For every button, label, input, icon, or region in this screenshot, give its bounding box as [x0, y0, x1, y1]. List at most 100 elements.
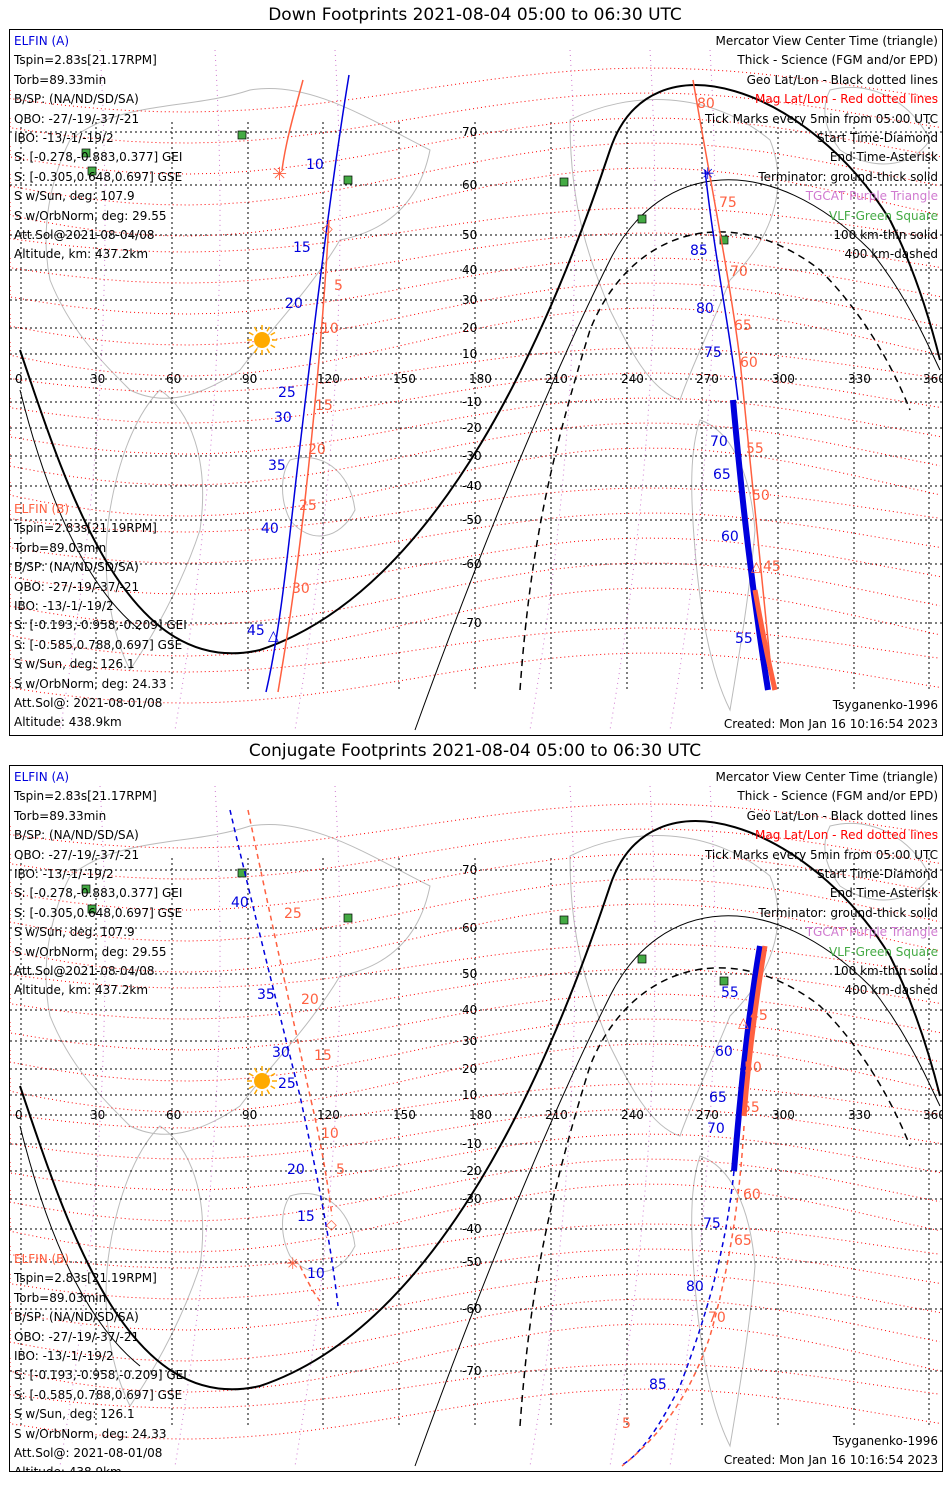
center-time-triangle: △	[268, 628, 279, 644]
vlf-station-marker	[559, 177, 569, 187]
lon-label: 360	[923, 1108, 942, 1122]
info-line: OBO: -27/-19/-37/-21	[14, 1329, 140, 1344]
lon-label: 90	[242, 1108, 257, 1122]
elfin-a-track	[704, 169, 739, 401]
created-label: Created: Mon Jan 16 10:16:54 2023	[723, 1453, 938, 1467]
info-line: Altitude: 438.9km	[14, 715, 122, 730]
sun-ray	[248, 1072, 254, 1077]
mag-lat-line	[10, 1223, 941, 1269]
terminator-ground	[19, 820, 941, 1391]
mag-lat-line	[10, 828, 941, 880]
info-line: Torb=89.03min	[14, 1290, 107, 1305]
map-canvas-conjugate: 0 30 60 90 120 150 180 210 240 270 300 330 360 70 60 50…	[10, 785, 942, 1467]
info-line: Att.Sol@: 2021-08-01/08	[14, 695, 163, 710]
mag-lat-line	[10, 587, 941, 657]
info-line: OBO: -27/-19/-37/-21	[14, 111, 140, 126]
elfin-b-track	[621, 1125, 745, 1467]
coastline	[691, 419, 756, 712]
legend-item: VLF-Green Square	[829, 944, 938, 959]
mag-lat-line	[10, 92, 941, 144]
lon-label: 150	[393, 372, 416, 386]
panel-title-conjugate: Conjugate Footprints 2021-08-04 05:00 to…	[248, 741, 702, 761]
legend-item: Geo Lat/Lon - Black dotted lines	[746, 72, 938, 87]
info-line: Altitude: 438.9km	[14, 1463, 187, 1471]
lat-label: 50	[462, 967, 477, 981]
lon-label: 210	[545, 1108, 568, 1122]
elfin-b-tick-label: 15	[314, 1048, 332, 1064]
legend: Mercator View Center Time (triangle) Thic…	[705, 768, 938, 1001]
coastline	[105, 389, 204, 671]
mag-lat-line	[10, 627, 941, 673]
mag-lat-line	[10, 512, 941, 564]
elfin-b-tick-label: 20	[301, 992, 319, 1008]
elfin-b-tick-label: 25	[299, 498, 317, 514]
info-line: S w/OrbNorm, deg: 24.33	[14, 676, 167, 691]
info-line: B/SP: (NA/ND/SD/SA)	[14, 828, 139, 843]
lat-label: 20	[462, 1062, 477, 1076]
lon-label: 180	[469, 372, 492, 386]
vlf-station-marker	[719, 235, 729, 245]
elfin-a-label: ELFIN (A)	[14, 770, 70, 784]
vlf-station-marker	[637, 954, 647, 964]
info-line: S w/OrbNorm, deg: 29.55	[14, 944, 167, 959]
elfin-a-tick-label: 80	[696, 301, 714, 317]
elfin-a-tick-label: 60	[715, 1044, 733, 1060]
mag-lon-line	[529, 49, 576, 731]
coastline	[45, 824, 431, 1135]
mag-lat-line	[10, 347, 941, 393]
lat-label: -60	[462, 1302, 482, 1316]
elfin-a-track	[229, 809, 339, 1307]
legend-item: Terminator: ground-thick solid	[758, 169, 938, 184]
mag-lat-line	[10, 307, 941, 377]
end-time-asterisk: ✳	[272, 164, 287, 185]
elfin-a-tick-label: 65	[713, 467, 731, 483]
center-time-triangle: △	[738, 1015, 749, 1031]
mag-lat-line	[10, 487, 941, 533]
elfin-b-tick-label: 45	[763, 559, 781, 575]
lat-label: -70	[462, 1364, 482, 1378]
vlf-station-marker	[87, 904, 97, 914]
info-line: Torb=89.33min	[14, 72, 107, 87]
legend-item: Tick Marks every 5min from 05:00 UTC	[704, 111, 938, 126]
elfin-b-tick-label: 10	[321, 1126, 339, 1142]
lat-label: -60	[462, 557, 482, 571]
lat-label: 70	[462, 863, 477, 877]
created-label: Created: Mon Jan 16 10:16:54 2023	[723, 717, 938, 731]
legend-item: VLF-Green Square	[829, 208, 938, 223]
elfin-b-tick-label: 20	[308, 442, 326, 458]
elfin-b-info: ELFIN (B) Tspin=2.83s[21.19RPM] Torb=89.…	[14, 1250, 187, 1471]
lon-label: 150	[393, 1108, 416, 1122]
info-line: S w/OrbNorm, deg: 24.33	[14, 1426, 167, 1441]
mag-lat-line	[10, 537, 941, 595]
start-time-diamond: ◇	[322, 221, 333, 237]
vlf-station-marker	[237, 130, 247, 140]
info-line: B/SP: (NA/ND/SD/SA)	[14, 560, 139, 575]
mag-lon-line	[174, 785, 221, 1467]
vlf-station-marker	[81, 148, 91, 158]
elfin-a-label: ELFIN (A)	[14, 34, 70, 48]
elfin-a-tick-label: 65	[709, 1090, 727, 1106]
legend-item: 400 km-dashed	[844, 247, 938, 262]
mag-lon-line	[294, 785, 341, 1467]
legend-item: Tick Marks every 5min from 05:00 UTC	[704, 847, 938, 862]
sun-ray	[253, 348, 258, 354]
elfin-a-tick-label: 55	[721, 985, 739, 1001]
info-line: Att.Sol@2021-08-04/08	[14, 963, 155, 978]
coastline	[824, 822, 931, 901]
lon-label: 60	[166, 1108, 181, 1122]
lat-label: -30	[462, 449, 482, 463]
coastline	[569, 99, 779, 401]
lat-label: -40	[462, 1222, 482, 1236]
lat-label: -50	[462, 513, 482, 527]
info-line: Altitude, km: 437.2km	[14, 247, 149, 262]
info-line: OBO: -27/-19/-37/-21	[14, 847, 140, 862]
info-line: Tspin=2.83s[21.19RPM]	[14, 521, 157, 536]
mag-lon-line	[669, 785, 716, 1467]
lat-label: 10	[462, 1088, 477, 1102]
coastline	[824, 86, 931, 165]
coastline	[45, 88, 431, 399]
lon-label: 300	[772, 1108, 795, 1122]
lon-label: 330	[848, 1108, 871, 1122]
lon-label: 120	[317, 1108, 340, 1122]
coastline	[105, 1125, 204, 1407]
